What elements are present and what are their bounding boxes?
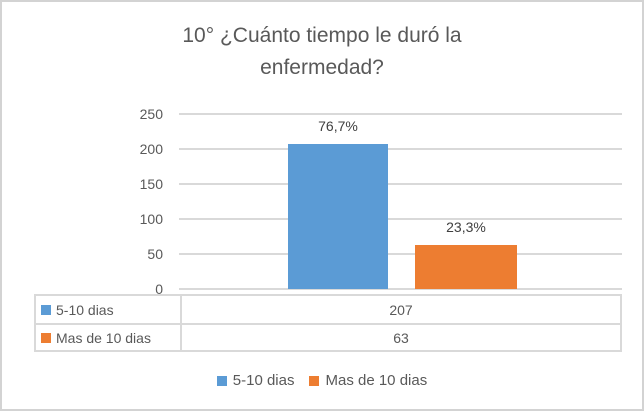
y-axis-tick-label: 0 [155,281,163,297]
gridline [179,113,622,115]
table-row-label-mas-de-10-dias: Mas de 10 dias [36,323,180,350]
bar-5-10-dias [288,144,388,289]
gridline [179,218,622,220]
y-axis-tick-label: 100 [139,211,163,227]
y-axis-tick-label: 150 [139,176,163,192]
gridline [179,183,622,185]
legend-color-swatch [216,375,227,386]
data-table: 5-10 dias 207 Mas de 10 dias 63 [34,294,622,352]
legend-label: Mas de 10 dias [325,372,428,389]
legend-label: 5-10 dias [232,372,295,389]
gridline [179,148,622,150]
table-row-label-5-10-dias: 5-10 dias [36,296,180,323]
legend-item-mas-de-10-dias: Mas de 10 dias [309,372,427,389]
table-value-5-10-dias: 207 [180,296,620,323]
bar-mas-de-10-dias [415,244,517,289]
table-color-swatch [41,304,51,315]
chart-title: 10° ¿Cuánto tiempo le duró la enfermedad… [182,24,462,79]
gridline [179,253,622,255]
table-color-swatch [41,332,51,343]
legend-color-swatch [309,375,320,386]
data-label-5-10-dias: 76,7% [318,118,358,135]
gridline [179,288,622,290]
data-label-mas-de-10-dias: 23,3% [446,218,486,235]
legend-item-5-10-dias: 5-10 dias [216,372,295,389]
y-axis: 0 50 100 150 200 250 [102,106,163,297]
y-axis-tick-label: 200 [139,141,163,157]
table-series-name: 5-10 dias [56,301,114,318]
plot-area: 76,7% 23,3% [179,113,622,290]
y-axis-tick-label: 50 [147,246,163,262]
y-axis-tick-label: 250 [139,106,163,122]
table-series-name: Mas de 10 dias [56,329,151,346]
table-value-mas-de-10-dias: 63 [180,323,620,350]
legend: 5-10 dias Mas de 10 dias [2,372,642,389]
